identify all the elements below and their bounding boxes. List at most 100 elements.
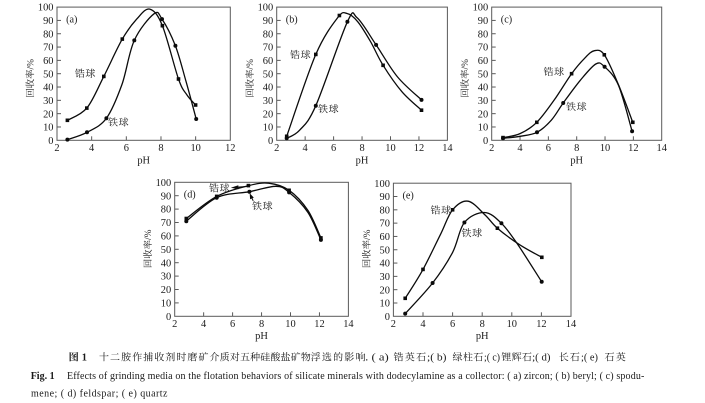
svg-text:80: 80 — [43, 29, 53, 40]
svg-text:30: 30 — [380, 272, 390, 283]
svg-text:2: 2 — [489, 143, 494, 154]
svg-text:40: 40 — [161, 258, 171, 269]
svg-text:;( d): ;( d) — [532, 353, 550, 364]
svg-text:50: 50 — [43, 69, 53, 80]
svg-text:30: 30 — [43, 96, 53, 107]
svg-text:/%: /% — [26, 59, 36, 70]
svg-text:12: 12 — [536, 319, 546, 330]
svg-text:Fig. 1: Fig. 1 — [31, 371, 55, 382]
svg-text:60: 60 — [161, 232, 171, 243]
svg-text:80: 80 — [161, 205, 171, 216]
svg-text:80: 80 — [380, 205, 390, 216]
svg-text:6: 6 — [230, 319, 235, 330]
svg-text:80: 80 — [263, 29, 273, 40]
svg-text:pH: pH — [255, 331, 268, 342]
svg-text:1: 1 — [82, 353, 87, 364]
svg-text:/%: /% — [461, 59, 471, 70]
svg-text:4: 4 — [420, 319, 426, 330]
svg-text:0: 0 — [268, 136, 273, 147]
svg-text:12: 12 — [414, 143, 424, 154]
svg-text:14: 14 — [343, 319, 354, 330]
svg-text:50: 50 — [161, 245, 171, 256]
svg-text:;( c): ;( c) — [484, 353, 500, 364]
svg-text:80: 80 — [478, 29, 488, 40]
svg-text:8: 8 — [480, 319, 485, 330]
svg-text:100: 100 — [374, 179, 390, 190]
svg-text:50: 50 — [478, 69, 488, 80]
svg-text:70: 70 — [380, 219, 390, 230]
svg-text:(c): (c) — [501, 15, 512, 26]
svg-text:50: 50 — [263, 69, 273, 80]
svg-text:(d): (d) — [184, 190, 196, 201]
svg-text:60: 60 — [43, 56, 53, 67]
svg-text:pH: pH — [570, 156, 583, 167]
svg-text:10: 10 — [43, 123, 53, 134]
svg-text:/%: /% — [144, 229, 154, 240]
svg-text:6: 6 — [546, 143, 551, 154]
svg-text:90: 90 — [380, 192, 390, 203]
svg-text:8: 8 — [158, 143, 163, 154]
svg-text:4: 4 — [517, 143, 523, 154]
svg-text:90: 90 — [161, 191, 171, 202]
svg-text:20: 20 — [263, 109, 273, 120]
svg-text:10: 10 — [478, 123, 488, 134]
svg-text:70: 70 — [263, 43, 273, 54]
svg-text:10: 10 — [161, 299, 171, 310]
svg-text:100: 100 — [258, 3, 274, 14]
svg-text:2: 2 — [274, 143, 279, 154]
svg-text:0: 0 — [166, 312, 171, 323]
svg-text:0: 0 — [385, 312, 390, 323]
svg-text:14: 14 — [566, 319, 577, 330]
svg-text:14: 14 — [657, 143, 668, 154]
svg-text:mene; ( d) feldspar; ( e) qu: mene; ( d) feldspar; ( e) quartz — [31, 388, 168, 399]
svg-text:10: 10 — [507, 319, 517, 330]
svg-text:2: 2 — [54, 143, 59, 154]
svg-text:pH: pH — [137, 156, 150, 167]
svg-text:10: 10 — [263, 123, 273, 134]
svg-text:70: 70 — [161, 218, 171, 229]
svg-text:100: 100 — [156, 178, 172, 189]
svg-text:8: 8 — [574, 143, 579, 154]
svg-text:30: 30 — [478, 96, 488, 107]
svg-text:12: 12 — [314, 319, 324, 330]
svg-text:pH: pH — [356, 156, 369, 167]
svg-text:100: 100 — [473, 3, 489, 14]
svg-text:0: 0 — [48, 136, 53, 147]
svg-text:8: 8 — [359, 143, 364, 154]
svg-text:60: 60 — [263, 56, 273, 67]
svg-text:. ( a): . ( a) — [365, 353, 389, 364]
svg-text:;( b): ;( b) — [427, 353, 447, 364]
svg-text:4: 4 — [303, 143, 309, 154]
svg-text:/%: /% — [246, 59, 256, 70]
svg-text:40: 40 — [478, 83, 488, 94]
svg-text:40: 40 — [263, 83, 273, 94]
svg-text:(a): (a) — [66, 15, 77, 26]
svg-text:0: 0 — [483, 136, 488, 147]
svg-text:30: 30 — [263, 96, 273, 107]
svg-text:12: 12 — [628, 143, 638, 154]
svg-text:(b): (b) — [286, 15, 298, 26]
svg-text:pH: pH — [476, 331, 489, 342]
svg-text:8: 8 — [259, 319, 264, 330]
svg-text:40: 40 — [380, 259, 390, 270]
svg-text:90: 90 — [263, 16, 273, 27]
svg-text:30: 30 — [161, 272, 171, 283]
svg-text:70: 70 — [43, 43, 53, 54]
svg-text:20: 20 — [478, 109, 488, 120]
svg-text:10: 10 — [385, 143, 395, 154]
svg-text:14: 14 — [442, 143, 453, 154]
svg-text:6: 6 — [450, 319, 455, 330]
svg-text:4: 4 — [89, 143, 95, 154]
svg-text:(e): (e) — [403, 191, 414, 202]
svg-text:Effects of grinding media on t: Effects of grinding media on the flotati… — [67, 371, 644, 382]
svg-text:20: 20 — [380, 285, 390, 296]
svg-text:6: 6 — [331, 143, 336, 154]
svg-text:12: 12 — [225, 143, 235, 154]
svg-text:90: 90 — [478, 16, 488, 27]
svg-text:20: 20 — [43, 109, 53, 120]
svg-text:60: 60 — [380, 232, 390, 243]
svg-text:70: 70 — [478, 43, 488, 54]
svg-text:10: 10 — [285, 319, 295, 330]
svg-text:4: 4 — [201, 319, 207, 330]
svg-text:20: 20 — [161, 285, 171, 296]
